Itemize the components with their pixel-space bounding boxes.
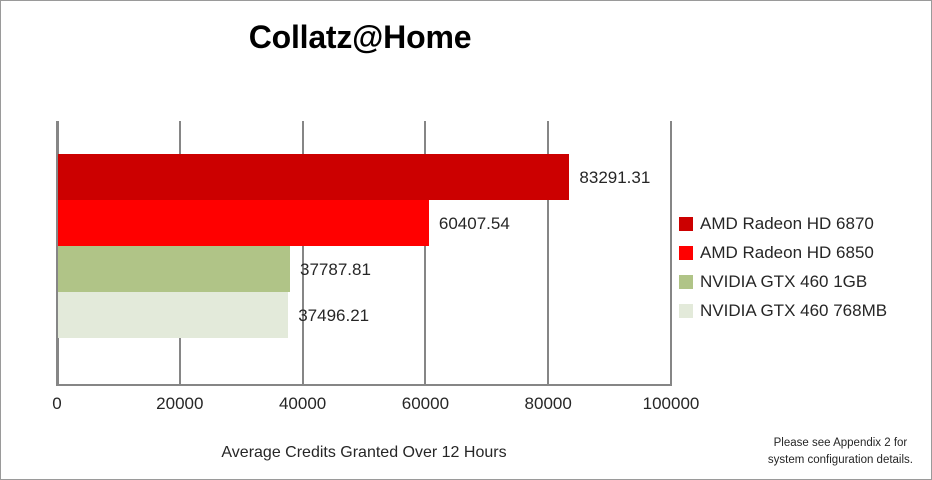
footnote-line-1: Please see Appendix 2 for: [773, 437, 908, 449]
bar[interactable]: [58, 246, 291, 292]
gridline: [301, 121, 304, 386]
legend-swatch-icon: [679, 245, 693, 260]
x-axis-title: Average Credits Granted Over 12 Hours: [221, 444, 507, 461]
bar[interactable]: [58, 154, 570, 200]
legend-item[interactable]: AMD Radeon HD 6870: [679, 209, 887, 238]
legend-item-label: AMD Radeon HD 6850: [700, 242, 874, 262]
bar-value-label: 83291.31: [579, 168, 651, 187]
x-tick-label: 60000: [401, 394, 450, 413]
legend-item[interactable]: NVIDIA GTX 460 1GB: [679, 267, 887, 296]
x-tick-label: 0: [52, 394, 62, 413]
bar-value-label: 37787.81: [300, 260, 371, 279]
legend-item-label: NVIDIA GTX 460 768MB: [700, 300, 888, 320]
gridline: [424, 121, 427, 386]
chart-legend: AMD Radeon HD 6870 AMD Radeon HD 6850 NVID…: [679, 209, 887, 325]
footnote-line-2: system configuration details.: [767, 453, 913, 466]
bar[interactable]: [58, 200, 429, 246]
bar-value-label: 60407.54: [438, 214, 510, 233]
legend-item[interactable]: AMD Radeon HD 6850: [679, 238, 887, 267]
bar[interactable]: [58, 292, 289, 338]
legend-swatch-icon: [679, 216, 693, 231]
gridline: [547, 121, 550, 386]
bar-value-label: 37496.21: [298, 306, 370, 325]
x-tick-label: 40000: [278, 394, 327, 413]
x-axis-line: [57, 384, 671, 386]
legend-swatch-icon: [679, 303, 693, 318]
legend-item-label: NVIDIA GTX 460 1GB: [700, 271, 868, 291]
legend-item[interactable]: NVIDIA GTX 460 768MB: [679, 296, 887, 325]
chart-title: Collatz@Home: [248, 19, 472, 55]
x-tick-label: 100000: [642, 394, 700, 413]
gridline: [56, 121, 58, 386]
plot-area: 83291.31 60407.54 37787.81 37496.21: [56, 121, 672, 386]
legend-swatch-icon: [679, 274, 693, 289]
gridline: [670, 121, 672, 386]
legend-item-label: AMD Radeon HD 6870: [700, 213, 874, 233]
x-tick-label: 20000: [156, 394, 204, 413]
footnote: Please see Appendix 2 for system configu…: [768, 435, 913, 468]
x-tick-label: 80000: [524, 394, 572, 413]
